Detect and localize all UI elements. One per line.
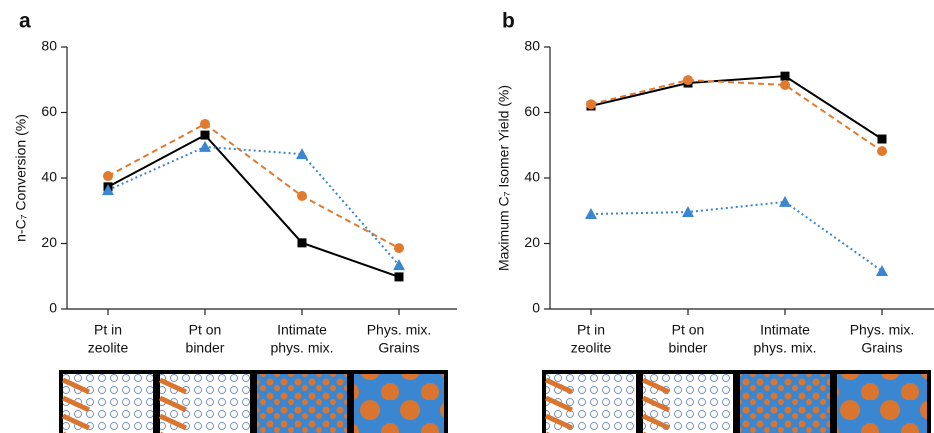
x-tick-label: phys. mix. xyxy=(753,340,816,356)
panel-letter: b xyxy=(502,10,515,33)
x-tick-label: Pt in xyxy=(94,322,122,338)
binder-stripe xyxy=(641,395,671,413)
marker xyxy=(393,259,405,271)
y-tick-label: 0 xyxy=(532,300,540,316)
marker xyxy=(585,208,597,220)
marker xyxy=(394,243,404,254)
marker xyxy=(297,191,307,202)
x-tick-label: binder xyxy=(186,340,225,356)
x-tick-label: zeolite xyxy=(571,340,612,356)
panel-letter: a xyxy=(19,10,31,33)
marker xyxy=(876,265,888,277)
marker xyxy=(394,272,404,282)
x-tick-label: Pt on xyxy=(672,322,705,338)
series-line xyxy=(590,200,883,272)
binder-stripe xyxy=(61,377,91,395)
x-tick-label: Grains xyxy=(378,340,419,356)
y-tick-label: 80 xyxy=(524,38,540,54)
y-tick-label: 40 xyxy=(41,169,57,185)
series-line xyxy=(590,75,883,140)
x-tick-label: Grains xyxy=(861,340,902,356)
y-tick-label: 0 xyxy=(49,300,57,316)
schematic xyxy=(350,370,448,433)
y-tick-label: 40 xyxy=(524,169,540,185)
binder-stripes xyxy=(641,377,671,433)
marker xyxy=(102,184,114,196)
schematic xyxy=(253,370,351,433)
x-tick-label: Intimate xyxy=(760,322,810,338)
marker xyxy=(586,99,596,110)
binder-stripes xyxy=(158,377,188,433)
marker xyxy=(199,140,211,152)
y-tick-label: 20 xyxy=(41,234,57,250)
binder-stripe xyxy=(61,395,91,413)
x-tick-label: Phys. mix. xyxy=(367,322,432,338)
x-tick-label: binder xyxy=(669,340,708,356)
series-line xyxy=(107,122,400,249)
x-tick-label: Phys. mix. xyxy=(850,322,915,338)
schematic xyxy=(542,370,640,433)
marker xyxy=(877,146,887,157)
binder-stripe xyxy=(544,395,574,413)
marker xyxy=(683,75,693,86)
binder-stripes xyxy=(544,377,574,433)
x-tick-label: zeolite xyxy=(88,340,129,356)
y-tick-label: 80 xyxy=(41,38,57,54)
marker xyxy=(296,148,308,160)
y-axis-label: n-C₇ Conversion (%) xyxy=(13,114,29,242)
binder-stripe xyxy=(158,413,188,431)
series-line xyxy=(107,133,400,278)
marker xyxy=(200,118,210,129)
marker xyxy=(103,171,113,182)
x-tick-label: Intimate xyxy=(277,322,327,338)
binder-stripe xyxy=(61,413,91,431)
binder-stripe xyxy=(158,377,188,395)
marker xyxy=(200,130,210,140)
marker xyxy=(779,195,791,207)
binder-stripe xyxy=(641,377,671,395)
x-tick-label: phys. mix. xyxy=(270,340,333,356)
y-tick-label: 60 xyxy=(524,103,540,119)
x-tick-label: Pt on xyxy=(189,322,222,338)
schematic xyxy=(736,370,834,433)
series-line xyxy=(590,79,883,152)
marker xyxy=(297,238,307,248)
y-tick-label: 20 xyxy=(524,234,540,250)
marker xyxy=(877,134,887,144)
y-axis-label: Maximum C₇ Isomer Yield (%) xyxy=(496,85,512,271)
y-tick-label: 60 xyxy=(41,103,57,119)
binder-stripes xyxy=(61,377,91,433)
schematic xyxy=(833,370,931,433)
marker xyxy=(780,71,790,81)
marker xyxy=(780,79,790,90)
binder-stripe xyxy=(544,377,574,395)
binder-stripe xyxy=(158,395,188,413)
binder-stripe xyxy=(544,413,574,431)
x-tick-label: Pt in xyxy=(577,322,605,338)
marker xyxy=(682,206,694,218)
binder-stripe xyxy=(641,413,671,431)
